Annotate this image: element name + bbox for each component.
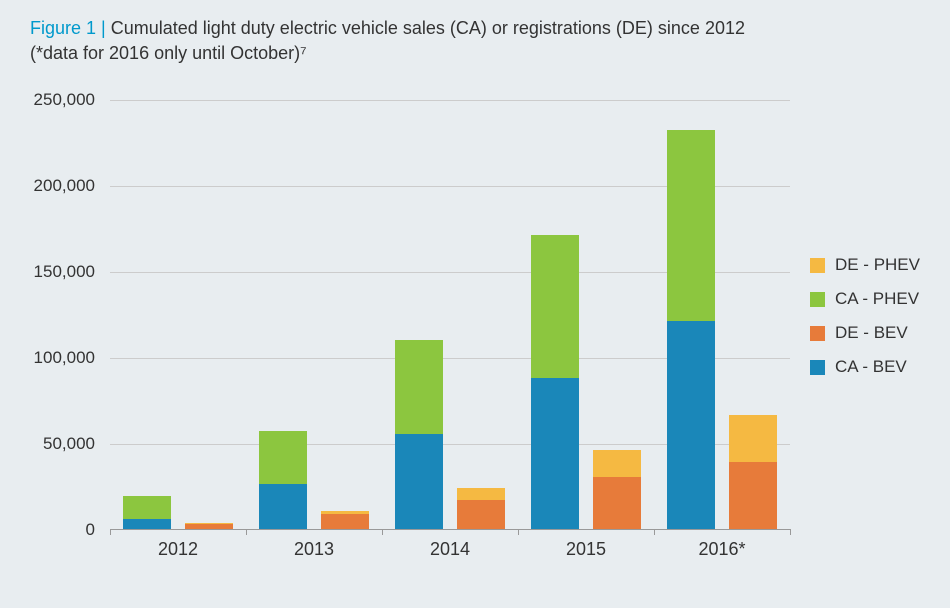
- x-axis-label: 2015: [566, 539, 606, 560]
- segment-de-phev: [729, 415, 777, 461]
- legend-swatch: [810, 360, 825, 375]
- x-axis-label: 2014: [430, 539, 470, 560]
- y-axis-label: 200,000: [0, 176, 95, 196]
- segment-ca-bev: [123, 519, 171, 529]
- segment-de-bev: [321, 514, 369, 529]
- bar-de: [729, 415, 777, 529]
- segment-de-bev: [185, 524, 233, 529]
- bar-ca: [395, 340, 443, 529]
- segment-de-bev: [457, 500, 505, 529]
- x-axis-label: 2016*: [698, 539, 745, 560]
- legend-item: CA - PHEV: [810, 289, 920, 309]
- legend-swatch: [810, 292, 825, 307]
- bar-ca: [123, 496, 171, 529]
- segment-de-phev: [185, 523, 233, 524]
- x-tick: [790, 529, 791, 535]
- bar-de: [457, 488, 505, 529]
- legend-swatch: [810, 326, 825, 341]
- y-axis-label: 250,000: [0, 90, 95, 110]
- legend-label: CA - PHEV: [835, 289, 919, 309]
- gridline: [110, 100, 790, 101]
- legend-label: DE - BEV: [835, 323, 908, 343]
- x-tick: [654, 529, 655, 535]
- segment-ca-phev: [123, 496, 171, 518]
- segment-ca-bev: [667, 321, 715, 529]
- x-axis-label: 2013: [294, 539, 334, 560]
- x-tick: [518, 529, 519, 535]
- figure-label: Figure 1 |: [30, 18, 111, 38]
- x-tick: [246, 529, 247, 535]
- legend-swatch: [810, 258, 825, 273]
- segment-de-bev: [593, 477, 641, 529]
- bar-de: [321, 511, 369, 529]
- y-axis-label: 100,000: [0, 348, 95, 368]
- segment-de-phev: [593, 450, 641, 478]
- x-tick: [382, 529, 383, 535]
- bar-ca: [259, 431, 307, 529]
- segment-ca-bev: [395, 434, 443, 529]
- y-axis-label: 150,000: [0, 262, 95, 282]
- x-tick: [110, 529, 111, 535]
- segment-de-phev: [321, 511, 369, 514]
- figure-title: Figure 1 | Cumulated light duty electric…: [30, 18, 920, 64]
- segment-de-bev: [729, 462, 777, 529]
- bar-chart: 050,000100,000150,000200,000250,00020122…: [110, 100, 790, 530]
- figure-title-main: Cumulated light duty electric vehicle sa…: [111, 18, 745, 38]
- legend-item: CA - BEV: [810, 357, 920, 377]
- legend-item: DE - PHEV: [810, 255, 920, 275]
- x-axis-label: 2012: [158, 539, 198, 560]
- segment-ca-phev: [667, 130, 715, 321]
- bar-de: [593, 450, 641, 529]
- bar-de: [185, 523, 233, 529]
- segment-ca-bev: [531, 378, 579, 529]
- y-axis-label: 50,000: [0, 434, 95, 454]
- figure-title-line1: Figure 1 | Cumulated light duty electric…: [30, 18, 920, 39]
- segment-ca-phev: [395, 340, 443, 435]
- bar-ca: [667, 130, 715, 529]
- legend-label: CA - BEV: [835, 357, 907, 377]
- legend-label: DE - PHEV: [835, 255, 920, 275]
- legend-item: DE - BEV: [810, 323, 920, 343]
- segment-de-phev: [457, 488, 505, 500]
- bar-ca: [531, 235, 579, 529]
- figure-title-note: (*data for 2016 only until October)⁷: [30, 43, 920, 64]
- segment-ca-phev: [259, 431, 307, 484]
- y-axis-label: 0: [0, 520, 95, 540]
- chart-legend: DE - PHEV CA - PHEV DE - BEV CA - BEV: [810, 255, 920, 391]
- segment-ca-bev: [259, 484, 307, 529]
- segment-ca-phev: [531, 235, 579, 378]
